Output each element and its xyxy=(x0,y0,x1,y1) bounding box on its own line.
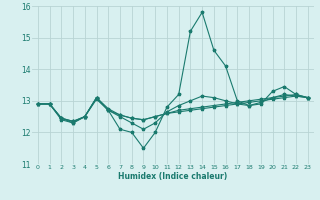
X-axis label: Humidex (Indice chaleur): Humidex (Indice chaleur) xyxy=(118,172,228,181)
